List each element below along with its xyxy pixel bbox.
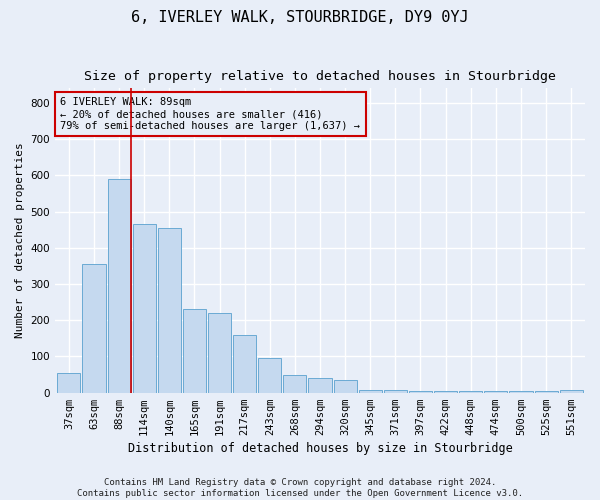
Bar — [82, 264, 106, 392]
Text: Contains HM Land Registry data © Crown copyright and database right 2024.
Contai: Contains HM Land Registry data © Crown c… — [77, 478, 523, 498]
Text: 6, IVERLEY WALK, STOURBRIDGE, DY9 0YJ: 6, IVERLEY WALK, STOURBRIDGE, DY9 0YJ — [131, 10, 469, 25]
Bar — [158, 228, 181, 392]
X-axis label: Distribution of detached houses by size in Stourbridge: Distribution of detached houses by size … — [128, 442, 512, 455]
Bar — [58, 373, 80, 392]
Title: Size of property relative to detached houses in Stourbridge: Size of property relative to detached ho… — [84, 70, 556, 83]
Bar — [133, 224, 156, 392]
Bar — [183, 310, 206, 392]
Bar — [258, 358, 281, 392]
Bar — [560, 390, 583, 392]
Bar — [208, 313, 231, 392]
Bar — [384, 390, 407, 392]
Bar — [484, 391, 508, 392]
Bar — [459, 391, 482, 392]
Bar — [409, 391, 432, 392]
Bar — [359, 390, 382, 392]
Bar — [509, 391, 533, 392]
Bar — [334, 380, 356, 392]
Y-axis label: Number of detached properties: Number of detached properties — [15, 142, 25, 338]
Bar — [434, 391, 457, 392]
Text: 6 IVERLEY WALK: 89sqm
← 20% of detached houses are smaller (416)
79% of semi-det: 6 IVERLEY WALK: 89sqm ← 20% of detached … — [61, 98, 361, 130]
Bar — [308, 378, 332, 392]
Bar — [283, 374, 307, 392]
Bar — [535, 391, 557, 392]
Bar — [233, 334, 256, 392]
Bar — [107, 179, 131, 392]
